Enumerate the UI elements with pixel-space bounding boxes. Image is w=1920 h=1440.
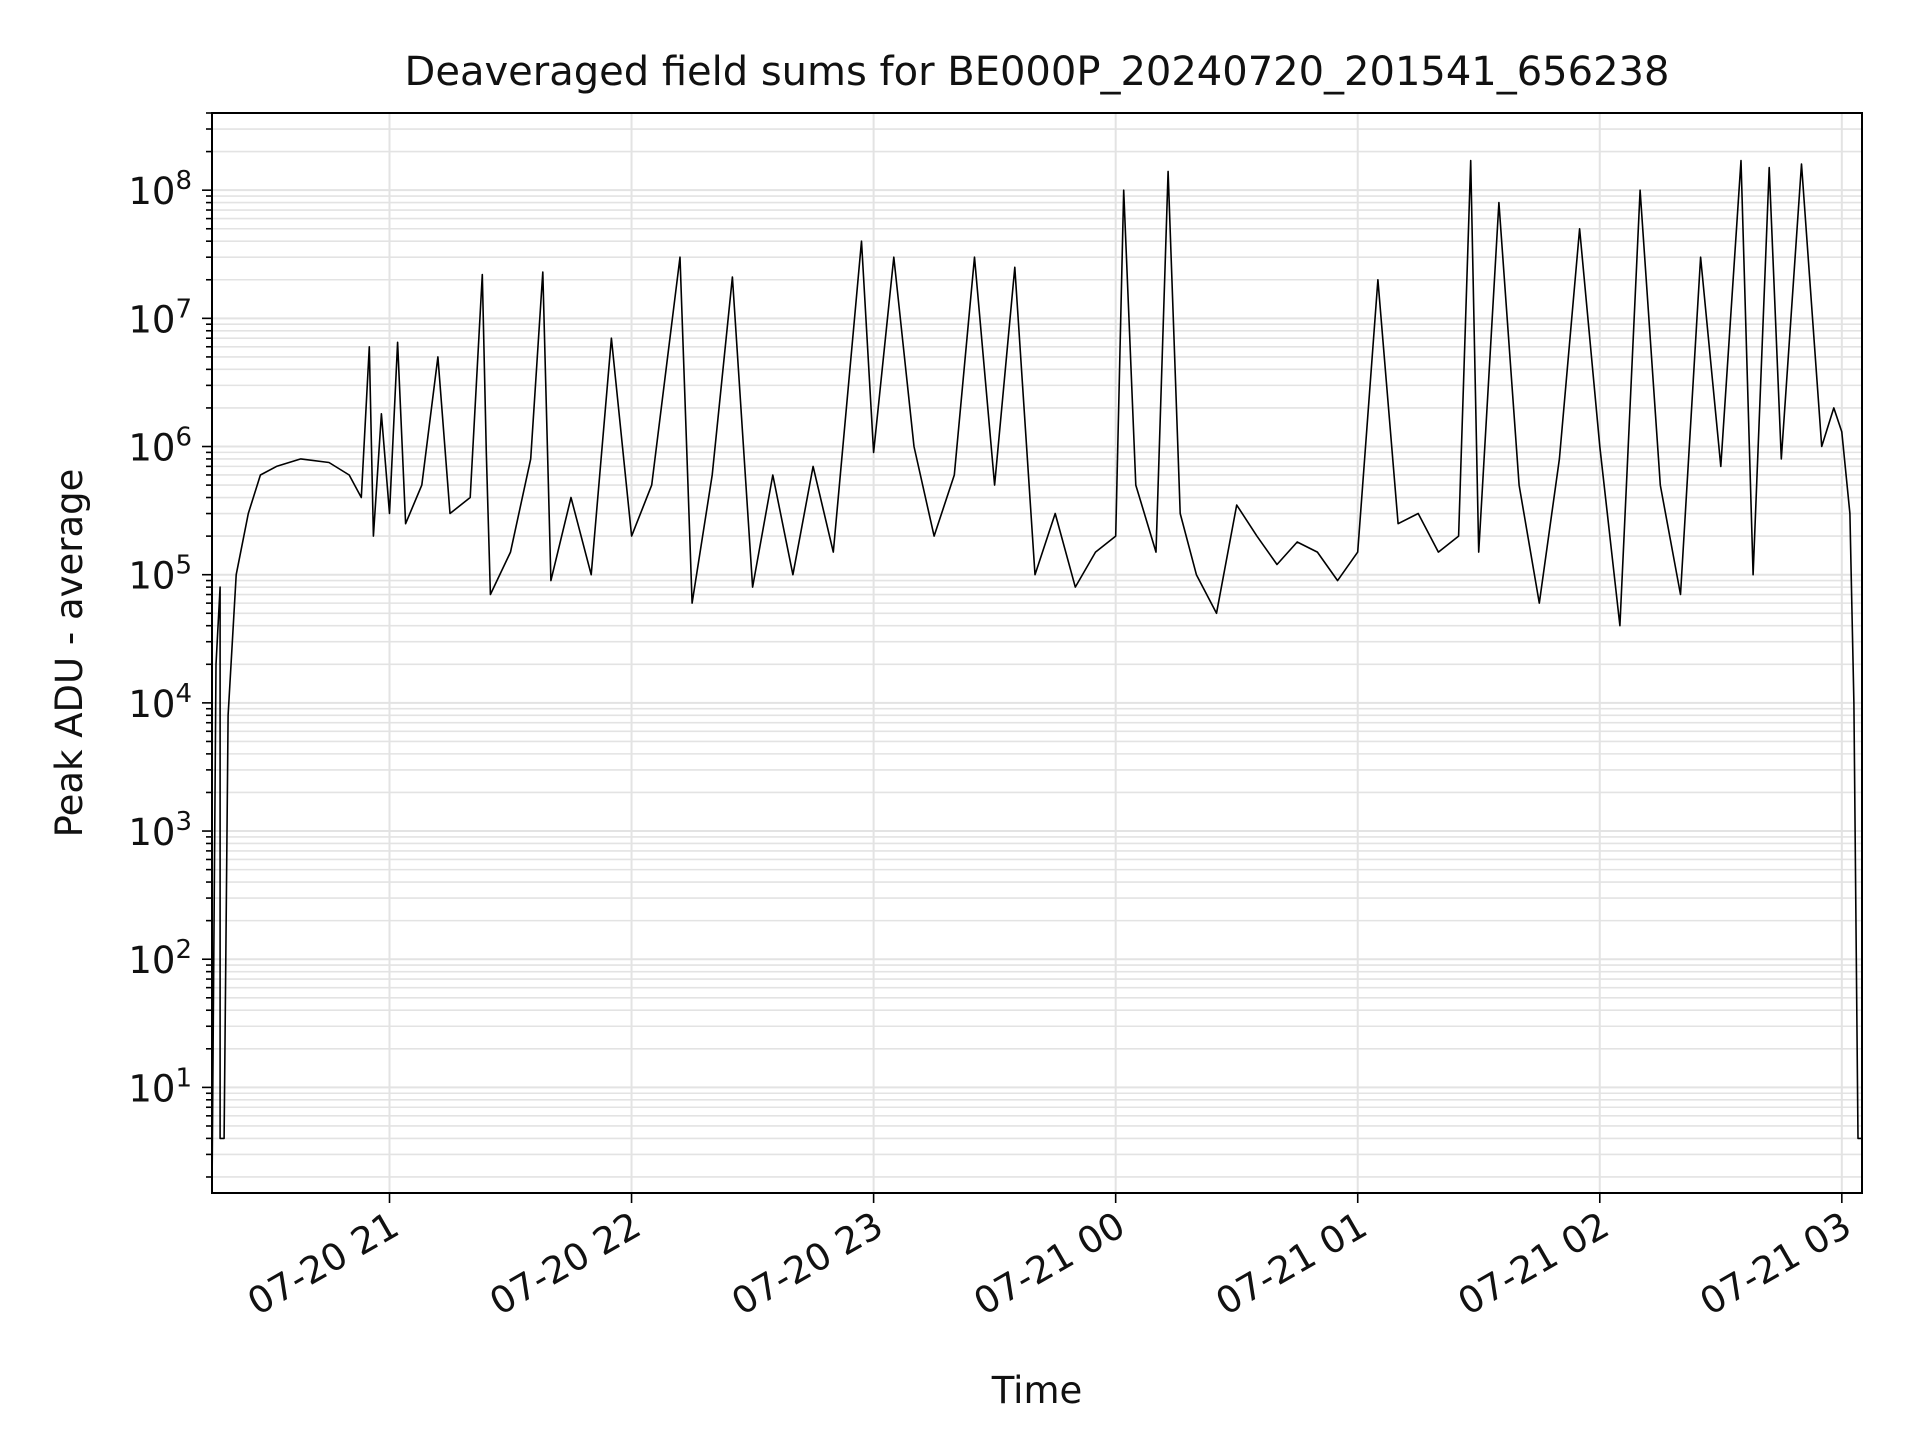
y-tick-label: 108 (128, 166, 192, 213)
series-line (211, 159, 1862, 1194)
plot-area-frame (211, 112, 1863, 1194)
y-tick-label: 105 (128, 551, 192, 598)
y-tick-label: 107 (128, 294, 192, 341)
y-tick-label: 103 (128, 807, 192, 854)
y-tick-label: 104 (128, 679, 192, 726)
y-tick-label: 102 (128, 935, 192, 982)
y-tick-label: 106 (128, 423, 192, 470)
data-series (211, 159, 1862, 1194)
y-axis-label: Peak ADU - average (48, 469, 91, 838)
y-tick-label: 101 (128, 1063, 192, 1110)
chart-title: Deaveraged field sums for BE000P_2024072… (405, 49, 1670, 95)
x-axis-label: Time (991, 1369, 1083, 1412)
